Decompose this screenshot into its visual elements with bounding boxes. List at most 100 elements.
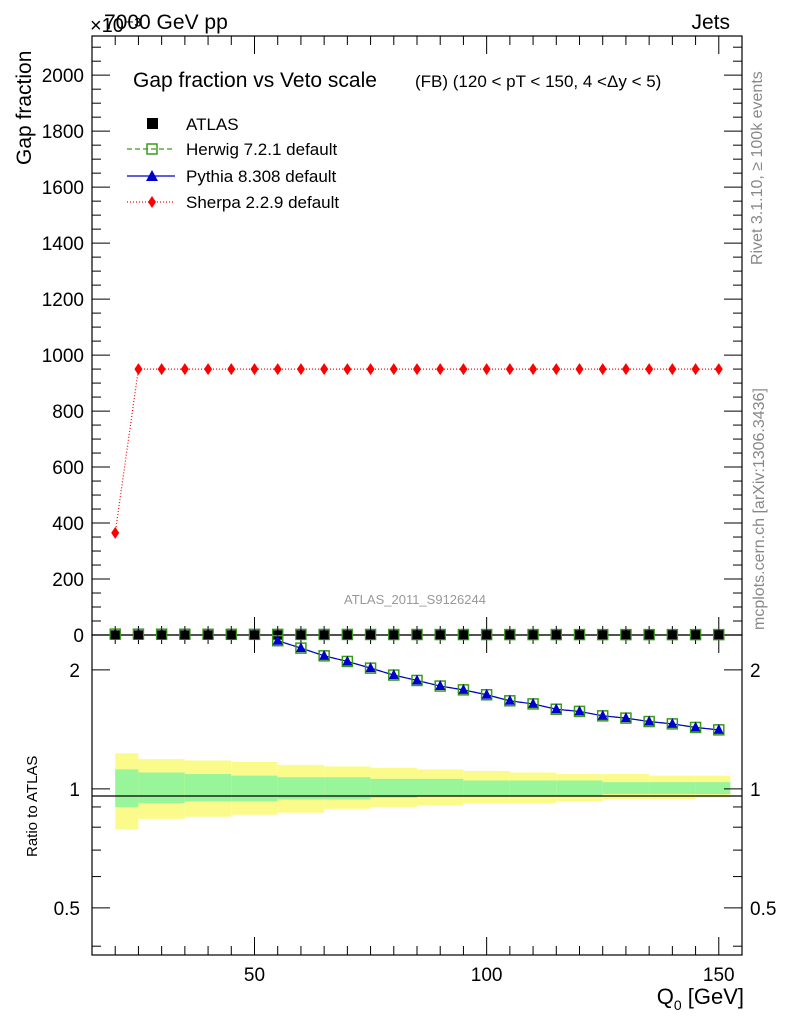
sherpa-point <box>529 363 538 376</box>
atlas-point <box>458 630 468 640</box>
atlas-point <box>412 630 422 640</box>
main-ytick-label: 600 <box>52 458 84 479</box>
axes-ticks: 0 200 400 600 800 1000 1200 1400 1600 1800 2000 50 1… <box>42 36 776 986</box>
sherpa-point <box>714 363 723 376</box>
ratio-ytick-label-right: 0.5 <box>750 899 776 920</box>
plot-subtitle: (FB) (120 < pT < 150, 4 <Δy < 5) <box>415 72 661 91</box>
main-ytick-label: 400 <box>52 514 84 535</box>
atlas-point <box>226 630 236 640</box>
sherpa-point <box>343 363 352 376</box>
ratio-ytick-label: 2 <box>69 661 80 682</box>
sherpa-point <box>227 363 236 376</box>
atlas-point <box>575 630 584 640</box>
ratio-pythia-point <box>365 662 376 673</box>
atlas-point <box>528 630 538 640</box>
ratio-pythia-point <box>504 694 515 705</box>
legend-pythia-marker <box>146 170 158 181</box>
ratio-band-inner <box>277 777 325 800</box>
sherpa-point <box>204 363 213 376</box>
ratio-pythia-point <box>319 649 330 660</box>
ratio-pythia-point <box>481 688 492 699</box>
ratio-pythia-point <box>667 717 678 728</box>
ratio-pythia-point <box>690 721 701 732</box>
sherpa-point <box>436 363 445 376</box>
chart-series <box>109 363 725 736</box>
ratio-band-inner <box>695 782 731 795</box>
ratio-pythia-point <box>713 723 724 734</box>
atlas-point <box>621 630 631 640</box>
atlas-point <box>551 630 561 640</box>
ratio-pythia-point <box>551 703 562 714</box>
legend-atlas-marker <box>147 118 158 129</box>
main-ytick-label: 1400 <box>42 234 84 255</box>
sherpa-point <box>157 363 166 376</box>
analysis-id-watermark: ATLAS_2011_S9126244 <box>344 592 486 607</box>
ratio-band-inner <box>649 782 696 795</box>
atlas-point <box>714 630 724 640</box>
legend-sherpa-marker <box>148 196 156 208</box>
process-label: Jets <box>691 11 730 34</box>
atlas-point <box>691 630 701 640</box>
sherpa-point <box>320 363 329 376</box>
atlas-point <box>203 630 213 640</box>
energy-label: 7000 GeV pp <box>104 11 228 34</box>
ratio-band-inner <box>231 775 278 802</box>
ratio-pythia-point <box>388 669 399 680</box>
rivet-label: Rivet 3.1.10, ≥ 100k events <box>749 71 766 265</box>
x-axis-label: Q0 [GeV] <box>657 984 744 1013</box>
ratio-pythia-point <box>644 715 655 726</box>
main-ytick-label: 1000 <box>42 346 84 367</box>
legend-herwig-marker <box>146 143 158 155</box>
atlas-point <box>180 630 190 640</box>
ratio-pythia-point <box>528 697 539 708</box>
ratio-xtick-label: 50 <box>244 965 265 986</box>
sherpa-point <box>645 363 654 376</box>
plot-title: Gap fraction vs Veto scale <box>133 69 377 92</box>
ratio-pythia-point <box>435 680 446 691</box>
sherpa-point <box>134 363 143 376</box>
sherpa-point <box>691 363 700 376</box>
legend-sherpa-label: Sherpa 2.2.9 default <box>186 193 339 212</box>
atlas-point <box>598 630 608 640</box>
ratio-band-inner <box>370 778 417 798</box>
sherpa-point <box>459 363 468 376</box>
atlas-point <box>157 630 167 640</box>
ratio-ytick-label-right: 1 <box>750 780 761 801</box>
ratio-xtick-label: 100 <box>471 965 503 986</box>
atlas-point <box>133 630 143 640</box>
ratio-band-inner <box>509 780 557 796</box>
atlas-point <box>435 630 445 640</box>
ratio-band-inner <box>556 780 603 796</box>
ratio-band-inner <box>324 777 371 800</box>
atlas-point <box>505 630 515 640</box>
sherpa-point <box>389 363 398 376</box>
ratio-ytick-label: 1 <box>69 780 80 801</box>
atlas-point <box>389 630 399 640</box>
ratio-pythia-point <box>597 709 608 720</box>
sherpa-point <box>668 363 677 376</box>
ratio-ylabel: Ratio to ATLAS <box>24 756 41 857</box>
main-ytick-label: 1200 <box>42 290 84 311</box>
sherpa-point <box>273 363 282 376</box>
ratio-band-inner <box>115 769 139 807</box>
main-ytick-label: 0 <box>73 626 84 647</box>
legend-atlas-label: ATLAS <box>186 115 239 134</box>
ratio-pythia-point <box>620 712 631 723</box>
sherpa-line <box>114 368 719 533</box>
atlas-point <box>342 630 352 640</box>
exponent-label: ×10⁻³ <box>90 15 141 37</box>
ratio-pythia-point <box>295 642 306 653</box>
main-ytick-label: 2000 <box>42 66 84 87</box>
ratio-pythia-point <box>458 683 469 694</box>
ratio-band-inner <box>463 780 510 796</box>
ratio-ytick-label: 0.5 <box>54 899 80 920</box>
legend: ATLAS Herwig 7.2.1 default Pythia 8.308 … <box>127 115 339 212</box>
atlas-point <box>644 630 654 640</box>
atlas-point <box>110 630 120 640</box>
atlas-point <box>366 630 376 640</box>
ratio-band-inner <box>417 778 464 796</box>
ratio-pythia-line <box>277 640 719 731</box>
main-ytick-label: 1600 <box>42 178 84 199</box>
ratio-pythia-point <box>412 674 422 685</box>
